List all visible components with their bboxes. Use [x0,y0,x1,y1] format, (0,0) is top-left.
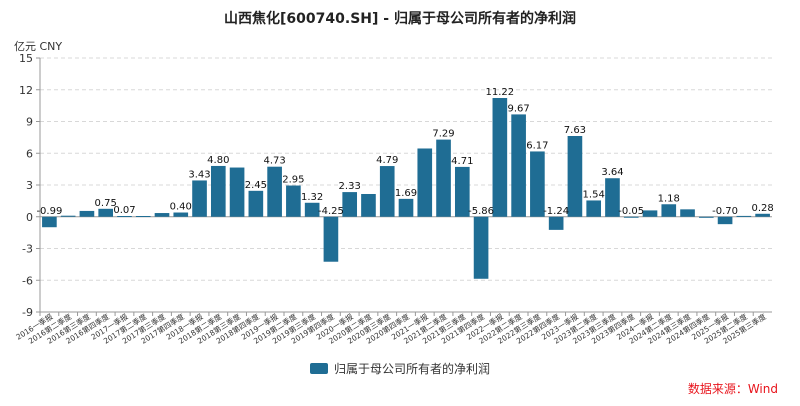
data-label: 9.67 [507,103,529,114]
chart-title: 山西焦化[600740.SH] - 归属于母公司所有者的净利润 [224,11,576,27]
data-label: 2.95 [282,175,304,186]
data-label: 1.54 [583,189,605,200]
bar [454,166,470,217]
bar [717,216,733,225]
bar [323,216,339,262]
y-tick-labels: -9 -6 -3 0 3 6 9 12 15 [19,52,33,319]
bar [605,178,620,217]
bar [60,215,76,217]
bar [586,200,602,217]
data-label: 6.17 [526,140,548,151]
data-label: -0.99 [36,206,62,217]
data-labels: -0.99 0.750.07 0.40 3.43 4.80 2.45 4.73 2.95 1.3… [36,87,773,217]
y-axis-unit-label: 亿元 CNY [14,40,63,53]
bar [286,185,301,217]
legend: 归属于母公司所有者的净利润 [0,360,800,377]
bar [398,198,414,217]
data-label: 1.69 [395,188,417,199]
bar [248,190,264,217]
bar [492,98,508,217]
data-label: 3.64 [601,167,623,178]
bar [661,204,677,217]
data-label: 2.45 [245,180,267,191]
data-label: 0.07 [113,205,135,216]
bar [379,166,395,217]
data-label: 1.32 [301,192,323,203]
data-label: 4.80 [207,155,229,166]
data-label: 7.63 [564,125,586,136]
legend-swatch [309,363,328,374]
bar [623,216,639,218]
data-label: 3.43 [188,169,210,180]
data-label: 1.18 [658,193,680,204]
bar [267,166,282,217]
grid-lines [40,57,772,313]
x-tick-labels: 2016一季报2016第二季度2016第三季度2016第四季度2017一季报20… [14,311,768,346]
data-label: 7.29 [432,129,454,140]
bar [530,151,545,217]
y-tick-label: 6 [26,147,33,160]
y-tick-label: 15 [19,52,33,65]
bar [698,216,714,218]
source-note: 数据来源：Wind [687,382,778,396]
bar [755,213,770,217]
bar [567,135,583,217]
bar [229,167,245,217]
y-tick-label: 0 [26,211,33,224]
bar [436,139,451,217]
y-tick-label: -6 [22,274,33,287]
data-label: -1.24 [543,206,569,217]
data-label: -5.86 [468,206,494,217]
data-label: 0.28 [751,203,773,214]
bar [473,216,489,279]
y-tick-label: 3 [26,179,33,192]
data-label: -0.70 [712,206,738,217]
bar [210,165,226,217]
data-label: -0.05 [618,206,644,217]
bar [173,212,189,217]
data-label: 4.79 [376,155,398,166]
y-tick-label: -3 [22,243,33,256]
bar [135,216,151,218]
bar [117,216,132,218]
y-tick-label: 9 [26,116,33,129]
bars [42,98,770,279]
bar [511,114,526,217]
bar [736,215,752,217]
data-label: -4.25 [318,206,344,217]
data-label: 11.22 [486,87,515,98]
data-label: 0.40 [170,202,192,213]
bar [192,180,207,217]
bar [548,216,564,230]
legend-label: 归属于母公司所有者的净利润 [333,362,490,376]
y-tick-label: 12 [19,84,33,97]
bar [680,209,695,217]
bar [79,210,95,217]
bar [154,213,170,217]
bar [42,216,57,228]
bar [417,148,433,217]
bar [98,208,114,217]
bar [361,193,376,217]
bar [642,210,658,217]
data-label: 4.71 [451,156,473,167]
bar [342,192,358,217]
data-label: 4.73 [263,156,285,167]
data-label: 2.33 [339,181,361,192]
data-label: 0.75 [95,198,117,209]
y-tick-label: -9 [22,306,33,319]
bar [304,202,320,217]
